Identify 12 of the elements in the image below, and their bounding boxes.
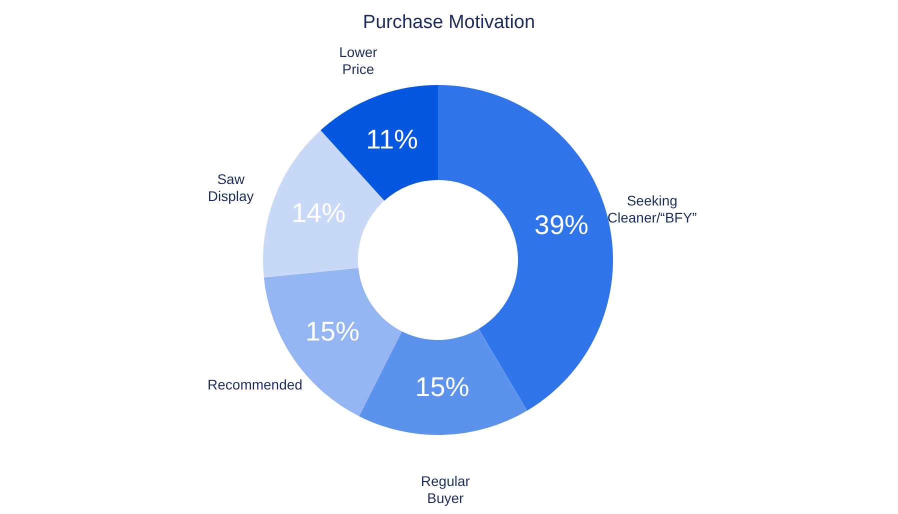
slice-label: Recommended [208, 376, 302, 393]
chart-title: Purchase Motivation [362, 12, 536, 33]
slice-label: Lower Price [339, 44, 378, 77]
slice-label: Regular Buyer [420, 472, 470, 506]
data-label: 15% [415, 372, 470, 402]
data-label: 39% [534, 210, 588, 240]
donut-slice [359, 328, 528, 435]
donut-slice [320, 85, 438, 201]
slice-label: Saw Display [208, 171, 254, 204]
slice-label: Seeking Cleaner/“BFY” [607, 192, 698, 226]
data-label: 15% [305, 316, 360, 346]
data-label: 11% [366, 124, 418, 155]
